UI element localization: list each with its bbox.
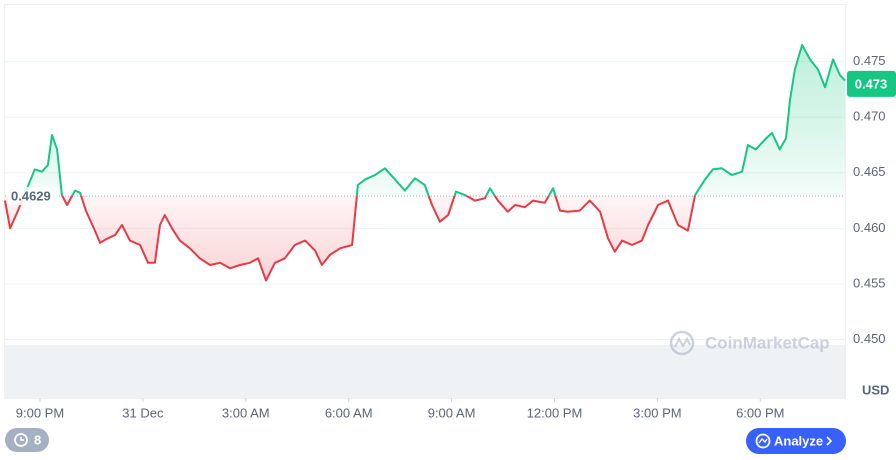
analyze-label[interactable]: Analyze bbox=[774, 433, 823, 448]
price-tag bbox=[847, 70, 896, 97]
history-button[interactable]: 8 bbox=[5, 428, 49, 452]
y-tick-label: 0.460 bbox=[853, 220, 886, 235]
volume-area bbox=[5, 345, 845, 398]
history-count[interactable]: 8 bbox=[34, 432, 41, 447]
x-tick-label: 3:00 PM bbox=[633, 405, 681, 420]
area-fill bbox=[5, 45, 845, 281]
x-tick-label: 3:00 AM bbox=[222, 405, 270, 420]
y-tick-label: 0.475 bbox=[853, 53, 886, 68]
analyze-button[interactable]: Analyze bbox=[746, 428, 846, 454]
x-tick-label: 6:00 PM bbox=[736, 405, 784, 420]
x-tick-label: 9:00 PM bbox=[16, 405, 64, 420]
x-tick-label: 9:00 AM bbox=[428, 405, 476, 420]
watermark: CoinMarketCap bbox=[669, 330, 830, 356]
y-tick-label: 0.455 bbox=[853, 275, 886, 290]
x-tick-label: 31 Dec bbox=[122, 405, 164, 420]
price-tag-label: 0.473 bbox=[855, 76, 888, 91]
y-tick-label: 0.470 bbox=[853, 109, 886, 124]
y-tick-label: 0.450 bbox=[853, 331, 886, 346]
baseline-label: 0.4629 bbox=[11, 189, 51, 204]
y-axis-label: USD bbox=[862, 382, 889, 397]
x-tick-label: 6:00 AM bbox=[325, 405, 373, 420]
watermark-text: CoinMarketCap bbox=[705, 333, 830, 352]
baseline-label-bg bbox=[8, 187, 58, 206]
y-tick-label: 0.465 bbox=[853, 164, 886, 179]
grid bbox=[5, 61, 845, 340]
price-line bbox=[4, 44, 846, 282]
plot: 0.4629 bbox=[4, 44, 846, 282]
x-tick-label: 12:00 PM bbox=[527, 405, 583, 420]
